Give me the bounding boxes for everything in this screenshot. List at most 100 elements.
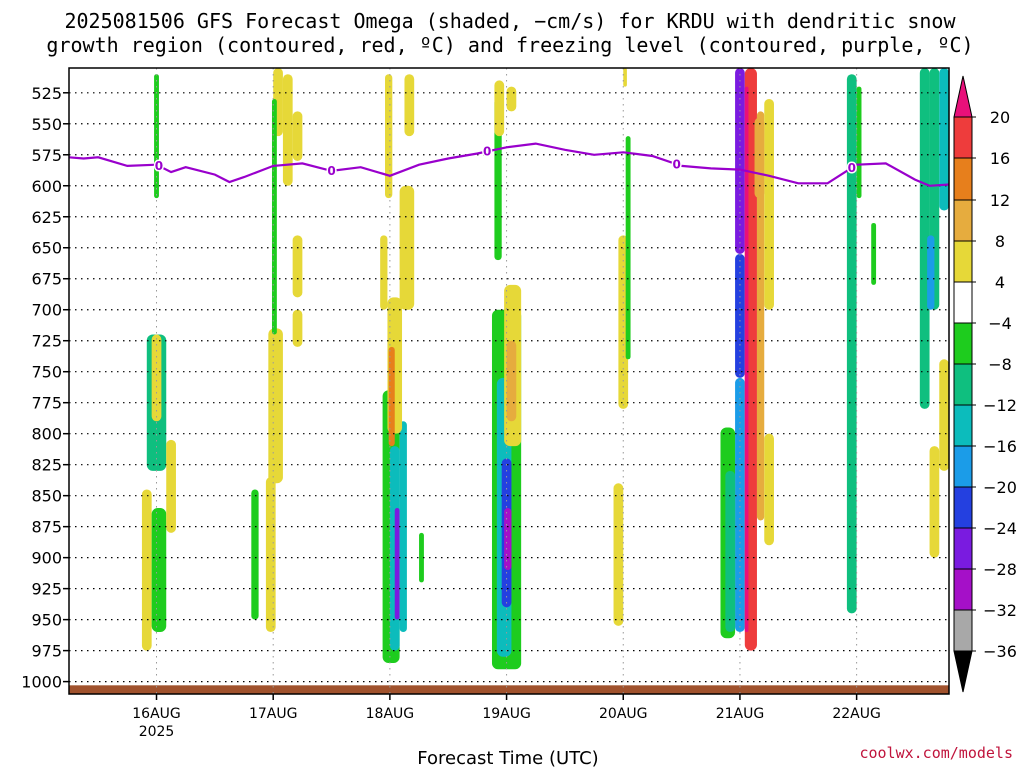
colorbar-tick-label: 12 bbox=[990, 191, 1010, 210]
colorbar-segment bbox=[953, 445, 973, 488]
colorbar-segment bbox=[953, 199, 973, 242]
omega-region bbox=[494, 80, 505, 137]
y-tick-label: 675 bbox=[31, 270, 62, 289]
colorbar-tick-label: 8 bbox=[995, 232, 1005, 251]
chart-title-line-2: growth region (contoured, red, ºC) and f… bbox=[46, 33, 973, 57]
y-tick-label: 875 bbox=[31, 518, 62, 537]
freezing-level-label: 0 bbox=[155, 159, 163, 173]
omega-region bbox=[151, 508, 167, 633]
y-tick-label: 800 bbox=[31, 425, 62, 444]
omega-region bbox=[504, 508, 512, 571]
colorbar-tick-label: −32 bbox=[983, 601, 1017, 620]
omega-region bbox=[385, 74, 393, 199]
y-tick-label: 825 bbox=[31, 456, 62, 475]
omega-shading bbox=[141, 68, 949, 670]
colorbar-tick-label: −16 bbox=[983, 437, 1017, 456]
omega-region bbox=[394, 508, 400, 620]
colorbar-segment bbox=[953, 609, 973, 652]
colorbar-segment bbox=[953, 240, 973, 283]
colorbar-tick-label: −24 bbox=[983, 519, 1017, 538]
colorbar-segment bbox=[953, 527, 973, 570]
omega-region bbox=[929, 446, 940, 558]
y-tick-label: 1000 bbox=[21, 673, 62, 692]
freezing-level-line bbox=[68, 142, 950, 187]
x-tick-label: 21AUG bbox=[716, 706, 765, 722]
omega-region bbox=[939, 68, 949, 211]
omega-region bbox=[251, 489, 259, 620]
omega-region bbox=[419, 532, 424, 583]
x-tick-label: 16AUG bbox=[132, 706, 181, 722]
omega-region bbox=[754, 117, 765, 199]
omega-region bbox=[292, 111, 303, 161]
omega-region bbox=[506, 86, 517, 112]
omega-region bbox=[871, 222, 877, 285]
colorbar-top-arrow bbox=[953, 75, 973, 118]
omega-region bbox=[735, 377, 745, 633]
colorbar-segment bbox=[953, 322, 973, 365]
omega-region bbox=[141, 489, 152, 651]
x-axis-title: Forecast Time (UTC) bbox=[417, 748, 598, 768]
omega-region bbox=[764, 433, 774, 546]
omega-region bbox=[764, 98, 774, 310]
colorbar-tick-label: −36 bbox=[983, 642, 1017, 661]
colorbar-tick-label: −4 bbox=[988, 314, 1012, 333]
colorbar-segment bbox=[953, 404, 973, 447]
colorbar-segment bbox=[953, 363, 973, 406]
x-tick-label: 19AUG bbox=[482, 706, 531, 722]
x-tick-label: 22AUG bbox=[832, 706, 881, 722]
plot-area: 0 0 0 0 0 bbox=[68, 67, 950, 695]
omega-region bbox=[399, 185, 415, 310]
colorbar-tick-label: 16 bbox=[990, 149, 1010, 168]
colorbar-segment bbox=[953, 157, 973, 201]
y-tick-label: 525 bbox=[31, 84, 62, 103]
omega-region bbox=[494, 98, 502, 261]
y-tick-label: 900 bbox=[31, 549, 62, 568]
omega-region bbox=[735, 253, 745, 378]
y-tick-label: 725 bbox=[31, 332, 62, 351]
omega-region bbox=[292, 235, 303, 298]
omega-region bbox=[380, 235, 388, 310]
colorbar-tick-label: −20 bbox=[983, 478, 1017, 497]
freezing-level-label: 0 bbox=[327, 164, 335, 178]
y-tick-label: 600 bbox=[31, 177, 62, 196]
y-tick-label: 975 bbox=[31, 642, 62, 661]
y-tick-label: 750 bbox=[31, 363, 62, 382]
x-tick-sublabel: 2025 bbox=[139, 724, 175, 740]
omega-region bbox=[939, 359, 949, 471]
freezing-level-label: 0 bbox=[483, 144, 491, 158]
colorbar-tick-label: −8 bbox=[988, 355, 1012, 374]
colorbar-segment bbox=[953, 281, 973, 324]
freezing-level-label: 0 bbox=[673, 157, 681, 171]
y-tick-label: 775 bbox=[31, 394, 62, 413]
ground-strip bbox=[69, 685, 949, 694]
gridlines bbox=[69, 68, 949, 694]
colorbar-segment bbox=[953, 568, 973, 611]
omega-region bbox=[268, 328, 283, 484]
omega-region bbox=[282, 74, 293, 186]
omega-region bbox=[846, 74, 857, 614]
omega-region bbox=[399, 421, 407, 633]
x-tick-label: 18AUG bbox=[366, 706, 415, 722]
omega-region bbox=[388, 346, 395, 447]
x-axis-ticks: 16AUG 2025 17AUG 18AUG 19AUG 20AUG 21AUG 22AUG bbox=[132, 694, 881, 740]
colorbar-segment bbox=[953, 486, 973, 529]
omega-region bbox=[613, 483, 624, 626]
omega-region bbox=[506, 340, 517, 422]
credit-text: coolwx.com/models bbox=[859, 744, 1013, 762]
colorbar-bottom-arrow bbox=[953, 650, 973, 693]
y-tick-label: 550 bbox=[31, 115, 62, 134]
y-tick-label: 700 bbox=[31, 301, 62, 320]
y-tick-label: 925 bbox=[31, 580, 62, 599]
omega-region bbox=[404, 74, 415, 137]
omega-region bbox=[756, 111, 765, 521]
freezing-level-labels: 0 0 0 0 0 bbox=[153, 143, 857, 179]
colorbar-segment bbox=[953, 116, 973, 159]
omega-region bbox=[151, 334, 162, 422]
omega-region bbox=[166, 439, 176, 533]
y-tick-label: 575 bbox=[31, 146, 62, 165]
y-tick-label: 850 bbox=[31, 487, 62, 506]
omega-region bbox=[623, 68, 627, 87]
omega-region bbox=[919, 68, 930, 409]
y-tick-label: 650 bbox=[31, 239, 62, 258]
